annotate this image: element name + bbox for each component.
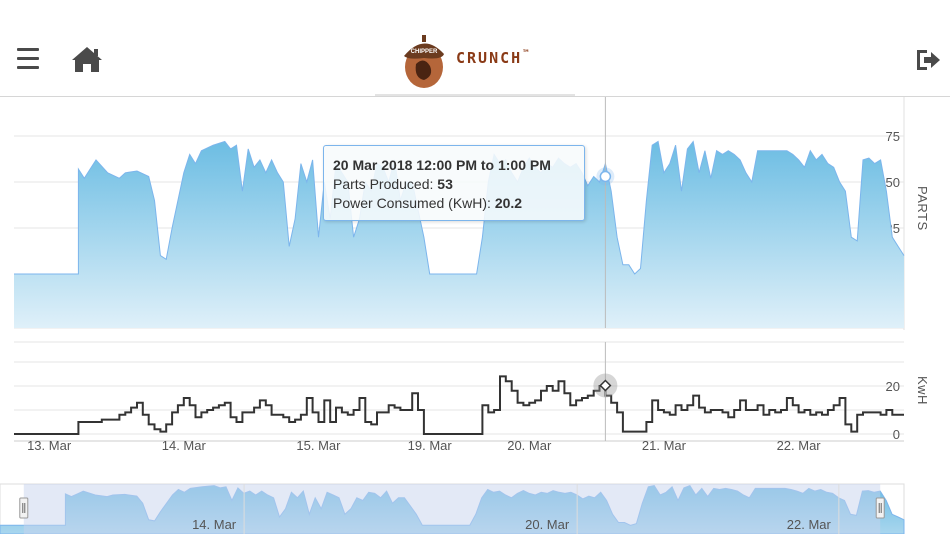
logout-icon[interactable] [914, 46, 942, 74]
brand-name: CRUNCH™ [456, 49, 531, 67]
power-series [14, 375, 904, 435]
navigator-selection-mask [23, 484, 881, 534]
power-ytick-label: 20 [886, 379, 900, 394]
tooltip-power-label: Power Consumed (KwH): [333, 195, 495, 211]
x-tick-label: 13. Mar [27, 438, 72, 453]
x-tick-label: 22. Mar [777, 438, 822, 453]
navigator-tick-label: 20. Mar [525, 517, 570, 532]
brand-logo: CHIPPER CRUNCH™ [398, 34, 578, 90]
power-step-line [14, 375, 904, 435]
hamburger-menu-icon[interactable] [17, 48, 39, 72]
navigator-handle-body [875, 497, 885, 519]
tooltip-parts-label: Parts Produced: [333, 176, 438, 192]
x-axis: 13. Mar 14. Mar 15. Mar 19. Mar 20. Mar 21. M… [27, 438, 821, 453]
power-hover-point [599, 379, 612, 392]
navigator-handle-body [19, 497, 29, 519]
brand-badge-text: CHIPPER [411, 49, 438, 55]
tooltip-power-row: Power Consumed (KwH): 20.2 [333, 194, 575, 213]
brand-name-text: CRUNCH [456, 49, 523, 67]
acorn-logo-icon: CHIPPER [404, 35, 444, 88]
x-tick-label: 15. Mar [296, 438, 341, 453]
chart-tooltip: 20 Mar 2018 12:00 PM to 1:00 PM Parts Pr… [323, 145, 585, 221]
parts-ytick-label: 50 [886, 175, 900, 190]
tooltip-parts-value: 53 [437, 176, 453, 192]
kwh-axis-title: KwH [915, 376, 930, 405]
x-tick-label: 21. Mar [642, 438, 687, 453]
navigator-handle-right[interactable] [875, 497, 885, 519]
x-tick-label: 20. Mar [507, 438, 552, 453]
header-divider [375, 94, 575, 96]
x-tick-label: 14. Mar [162, 438, 207, 453]
tooltip-power-value: 20.2 [494, 195, 523, 211]
navigator-handle-left[interactable] [19, 497, 29, 519]
parts-ytick-label: 75 [886, 129, 900, 144]
navigator-tick-label: 22. Mar [787, 517, 832, 532]
parts-axis-title: PARTS [915, 186, 930, 231]
parts-area [14, 141, 904, 328]
x-tick-label: 19. Mar [408, 438, 453, 453]
app-header: CHIPPER CRUNCH™ [0, 0, 950, 97]
brand-tm: ™ [523, 49, 531, 59]
tooltip-parts-row: Parts Produced: 53 [333, 175, 575, 194]
crosshair [593, 97, 618, 441]
power-ytick-label: 0 [893, 427, 900, 442]
navigator[interactable]: 14. Mar 20. Mar 22. Mar [0, 483, 905, 534]
tooltip-title: 20 Mar 2018 12:00 PM to 1:00 PM [333, 157, 551, 173]
home-icon[interactable] [71, 45, 103, 73]
navigator-tick-label: 14. Mar [192, 517, 237, 532]
parts-hover-point [599, 170, 612, 183]
